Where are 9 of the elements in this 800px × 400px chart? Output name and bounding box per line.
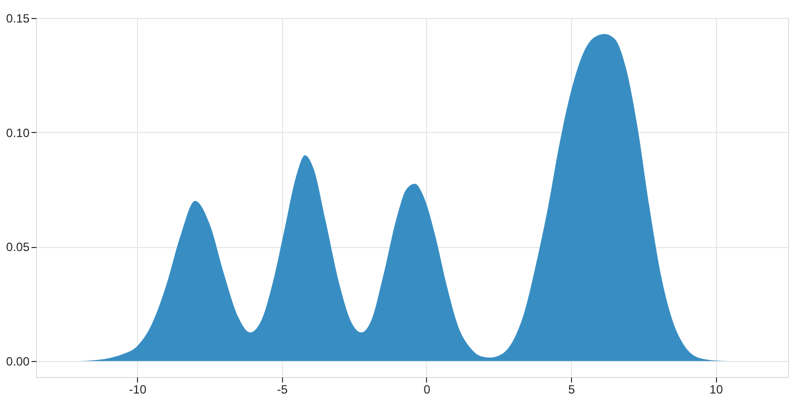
y-tick-label: 0.10: [6, 126, 30, 140]
x-tick-label: -5: [277, 382, 288, 396]
x-tick-label: 0: [424, 382, 431, 396]
x-tick-label: 5: [568, 382, 576, 396]
y-tick-label: 0.15: [6, 12, 30, 26]
y-tick-label: 0.05: [6, 240, 30, 254]
y-tick-label: 0.00: [6, 354, 30, 368]
x-tick-label: -10: [129, 382, 147, 396]
x-tick-label: 10: [710, 382, 724, 396]
